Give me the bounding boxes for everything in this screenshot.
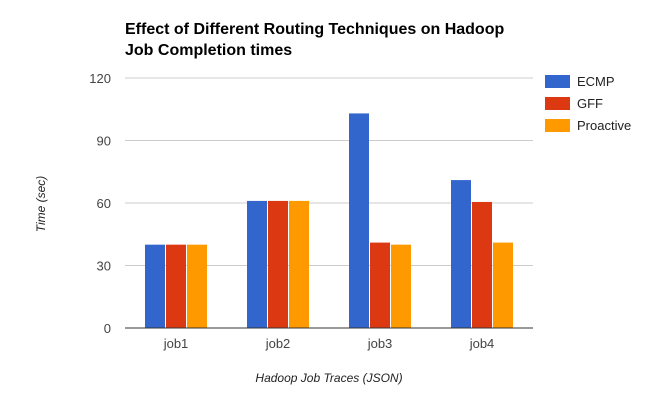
y-tick-label: 120 [89,71,111,86]
legend-label-proactive: Proactive [577,118,631,133]
bar-gff-job4 [472,201,492,328]
bar-proactive-job1 [187,244,207,328]
legend-swatch-gff [545,97,570,110]
legend-label-ecmp: ECMP [577,74,615,89]
x-axis-ticks: job1 job2 job3 job4 [163,336,495,351]
bar-ecmp-job4 [451,180,471,328]
bar-ecmp-job2 [247,200,267,328]
y-tick-label: 0 [104,321,111,336]
chart-title: Effect of Different Routing Techniques o… [125,21,504,59]
bar-ecmp-job3 [349,113,369,329]
legend-label-gff: GFF [577,96,603,111]
chart-title-line-2: Job Completion times [125,42,292,59]
y-tick-label: 30 [97,259,111,274]
y-axis-ticks: 0 30 60 90 120 [89,71,111,336]
bar-gff-job3 [370,242,390,328]
bar-proactive-job4 [493,242,513,328]
legend: ECMP GFF Proactive [545,74,631,133]
y-axis-title: Time (sec) [34,176,48,233]
bar-proactive-job2 [289,200,309,328]
y-tick-label: 60 [97,196,111,211]
x-tick-label: job1 [163,336,189,351]
chart-title-line-1: Effect of Different Routing Techniques o… [125,21,504,38]
bar-gff-job1 [166,244,186,328]
bar-ecmp-job1 [145,244,165,328]
bar-gff-job2 [268,200,288,328]
bar-proactive-job3 [391,244,411,328]
y-tick-label: 90 [97,134,111,149]
x-axis-title: Hadoop Job Traces (JSON) [255,371,402,385]
x-tick-label: job4 [469,336,495,351]
x-tick-label: job3 [367,336,393,351]
bars [145,113,513,329]
gridlines [125,77,533,266]
x-tick-label: job2 [265,336,291,351]
legend-swatch-ecmp [545,75,570,88]
legend-swatch-proactive [545,119,570,132]
